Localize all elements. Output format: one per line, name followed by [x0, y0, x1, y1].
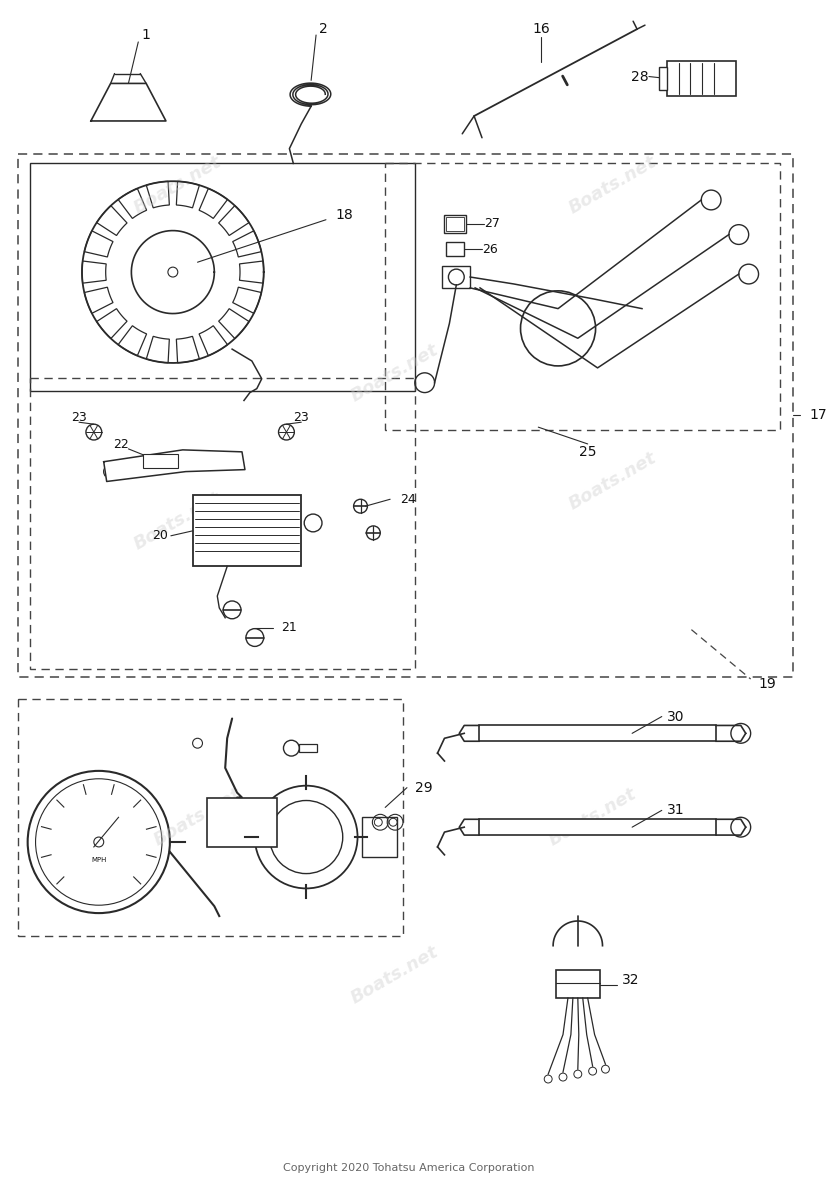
- Polygon shape: [118, 188, 146, 218]
- Polygon shape: [91, 84, 166, 121]
- Bar: [442, 266, 470, 288]
- Text: 20: 20: [152, 529, 168, 542]
- Bar: [385, 163, 781, 430]
- Text: Boats.net: Boats.net: [546, 785, 639, 850]
- Circle shape: [168, 268, 178, 277]
- Polygon shape: [199, 188, 227, 218]
- Circle shape: [375, 818, 382, 826]
- Text: 25: 25: [579, 445, 596, 458]
- Text: 18: 18: [336, 208, 354, 222]
- Bar: [299, 744, 317, 752]
- Circle shape: [257, 832, 263, 838]
- Text: 26: 26: [482, 242, 498, 256]
- Bar: [30, 163, 415, 391]
- Bar: [659, 67, 667, 90]
- Text: Boats.net: Boats.net: [566, 449, 659, 514]
- Text: Boats.net: Boats.net: [131, 152, 225, 217]
- Text: Boats.net: Boats.net: [151, 785, 245, 850]
- Circle shape: [222, 808, 227, 814]
- Text: 23: 23: [71, 410, 87, 424]
- Text: Boats.net: Boats.net: [348, 341, 442, 406]
- Bar: [447, 217, 464, 230]
- Polygon shape: [97, 308, 127, 338]
- Text: Boats.net: Boats.net: [566, 152, 659, 217]
- Polygon shape: [199, 325, 227, 355]
- Polygon shape: [218, 308, 249, 338]
- Circle shape: [239, 808, 245, 814]
- Text: 19: 19: [758, 677, 777, 691]
- Bar: [362, 817, 397, 857]
- Text: 2: 2: [318, 22, 327, 36]
- Polygon shape: [218, 205, 249, 235]
- Polygon shape: [176, 181, 199, 208]
- Bar: [667, 61, 736, 96]
- Polygon shape: [84, 287, 113, 313]
- Circle shape: [559, 1073, 567, 1081]
- Text: 31: 31: [667, 803, 684, 817]
- Bar: [17, 698, 403, 936]
- Text: 16: 16: [533, 22, 550, 36]
- Circle shape: [390, 818, 397, 826]
- Bar: [17, 154, 793, 677]
- Text: 23: 23: [294, 410, 309, 424]
- Polygon shape: [146, 181, 170, 208]
- Text: 28: 28: [631, 70, 649, 84]
- Circle shape: [574, 1070, 581, 1078]
- Polygon shape: [232, 230, 261, 257]
- Circle shape: [93, 838, 103, 847]
- Bar: [30, 378, 415, 670]
- Bar: [447, 242, 464, 257]
- Circle shape: [257, 808, 263, 814]
- Text: 29: 29: [415, 781, 433, 794]
- Text: 1: 1: [141, 28, 151, 42]
- Text: 30: 30: [667, 709, 684, 724]
- Polygon shape: [146, 336, 170, 362]
- Polygon shape: [176, 336, 199, 362]
- Text: 22: 22: [112, 438, 128, 451]
- Text: 32: 32: [622, 973, 640, 988]
- Polygon shape: [240, 262, 264, 283]
- Circle shape: [544, 1075, 552, 1082]
- Text: Boats.net: Boats.net: [348, 943, 442, 1008]
- Bar: [556, 971, 600, 998]
- Bar: [479, 820, 716, 835]
- Bar: [444, 215, 466, 233]
- Text: Boats.net: Boats.net: [131, 488, 225, 553]
- Bar: [193, 496, 301, 566]
- Polygon shape: [118, 325, 146, 355]
- Circle shape: [239, 832, 245, 838]
- Circle shape: [589, 1067, 596, 1075]
- Circle shape: [601, 1066, 609, 1073]
- Polygon shape: [84, 230, 113, 257]
- Bar: [143, 454, 178, 468]
- Polygon shape: [103, 450, 245, 481]
- Polygon shape: [232, 287, 261, 313]
- Circle shape: [222, 832, 227, 838]
- Text: Copyright 2020 Tohatsu America Corporation: Copyright 2020 Tohatsu America Corporati…: [283, 1163, 534, 1172]
- Text: 27: 27: [484, 217, 500, 230]
- Text: 24: 24: [400, 493, 416, 505]
- Text: 21: 21: [281, 622, 297, 634]
- Bar: [479, 726, 716, 742]
- Polygon shape: [82, 262, 106, 283]
- Text: MPH: MPH: [91, 857, 107, 863]
- Polygon shape: [97, 205, 127, 235]
- Text: 17: 17: [810, 408, 827, 422]
- Bar: [208, 798, 276, 847]
